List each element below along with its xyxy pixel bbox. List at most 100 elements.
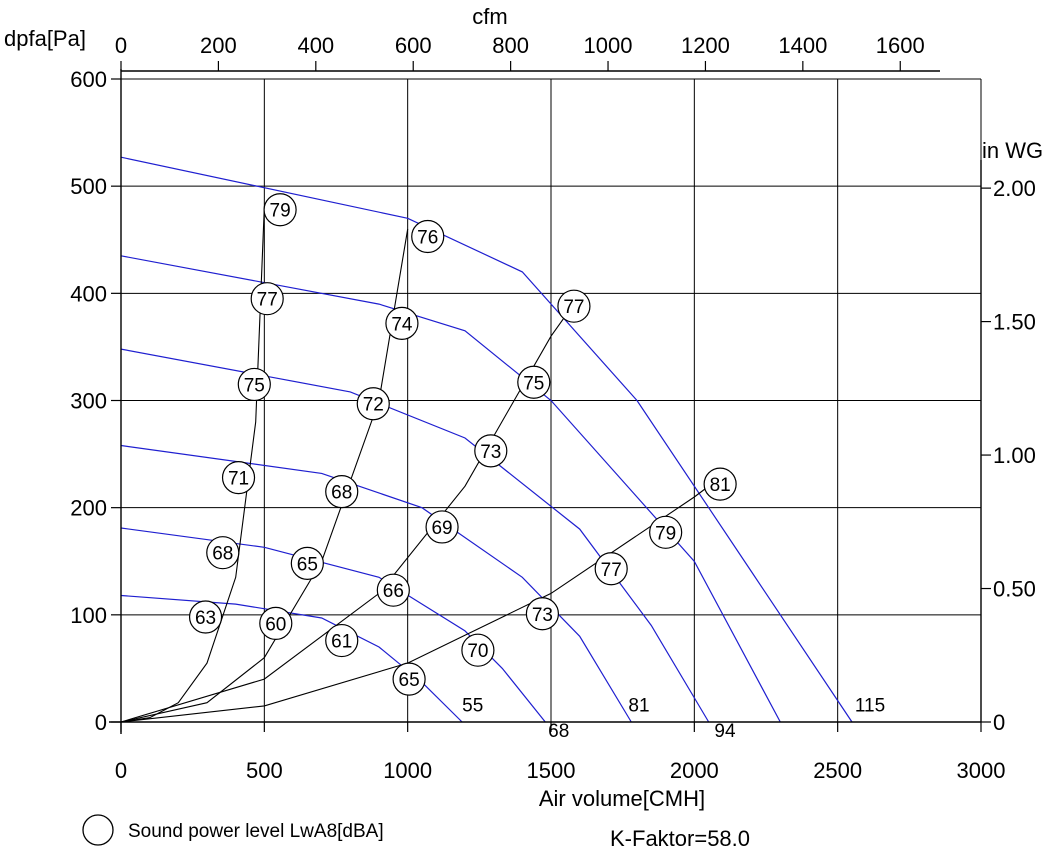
top-tick-label: 800 bbox=[492, 33, 529, 58]
sound-level-label: 79 bbox=[655, 523, 676, 544]
sound-level-label: 65 bbox=[399, 670, 420, 691]
fan-curve bbox=[120, 348, 710, 723]
sound-level-label: 77 bbox=[601, 560, 622, 581]
k-factor-label: K-Faktor=58.0 bbox=[610, 826, 750, 851]
top-tick-label: 1600 bbox=[876, 33, 925, 58]
sound-level-label: 81 bbox=[710, 475, 731, 496]
right-tick-label: 0 bbox=[993, 710, 1005, 735]
sound-level-label: 76 bbox=[417, 228, 438, 249]
sound-level-label: 75 bbox=[523, 373, 544, 394]
sound-level-label: 60 bbox=[265, 614, 286, 635]
x-tick-label: 2500 bbox=[813, 758, 862, 783]
sound-level-circle bbox=[517, 365, 551, 399]
fan-curve bbox=[120, 444, 632, 723]
sound-level-circle bbox=[411, 219, 445, 254]
legend-circle-icon bbox=[82, 814, 114, 846]
y-tick-label: 600 bbox=[70, 67, 107, 92]
y-tick-label: 200 bbox=[70, 496, 107, 521]
top-tick-label: 0 bbox=[115, 33, 127, 58]
top-axis-title: cfm bbox=[472, 4, 507, 29]
x-tick-label: 0 bbox=[115, 758, 127, 783]
sound-level-circle bbox=[425, 510, 459, 544]
top-tick-label: 1000 bbox=[584, 33, 633, 58]
x-tick-label: 1000 bbox=[383, 758, 432, 783]
sound-level-circle bbox=[385, 306, 419, 340]
fan-curve bbox=[120, 527, 546, 723]
curve-labels: 55 68 81 94 115 bbox=[462, 695, 885, 742]
top-tick-label: 400 bbox=[297, 33, 334, 58]
sound-level-circle bbox=[237, 367, 271, 402]
top-tick-label: 200 bbox=[200, 33, 237, 58]
system-curve bbox=[120, 475, 724, 723]
curve-label: 94 bbox=[714, 721, 736, 742]
sound-level-circle bbox=[188, 600, 223, 634]
sound-level-label: 65 bbox=[297, 554, 318, 575]
sound-level-circle bbox=[263, 193, 297, 227]
top-tick-label: 600 bbox=[395, 33, 432, 58]
sound-level-circle bbox=[356, 387, 390, 421]
axes: 0 500 1000 1500 2000 2500 30000100200300400500… bbox=[70, 33, 1036, 783]
sound-level-circle bbox=[290, 546, 324, 580]
x-tick-label: 500 bbox=[246, 758, 283, 783]
sound-level-circle bbox=[250, 282, 284, 316]
x-tick-label: 3000 bbox=[957, 758, 1006, 783]
system-curve bbox=[120, 228, 409, 723]
sound-level-label: 73 bbox=[532, 605, 553, 626]
sound-level-circle bbox=[325, 474, 359, 509]
sound-level-circle bbox=[649, 515, 683, 549]
right-axis-title: in WG bbox=[982, 138, 1043, 163]
sound-level-label: 70 bbox=[467, 641, 488, 662]
sound-level-label: 73 bbox=[480, 442, 501, 463]
sound-level-label: 66 bbox=[383, 581, 404, 602]
sound-level-label: 68 bbox=[331, 483, 352, 504]
x-tick-label: 2000 bbox=[670, 758, 719, 783]
sound-level-label: 68 bbox=[212, 544, 233, 565]
right-tick-label: 1.50 bbox=[993, 310, 1036, 335]
x-tick-label: 1500 bbox=[527, 758, 576, 783]
y-axis-title: dpfa[Pa] bbox=[4, 26, 86, 51]
y-tick-label: 500 bbox=[70, 174, 107, 199]
y-tick-label: 100 bbox=[70, 603, 107, 628]
curve-label: 68 bbox=[548, 721, 569, 742]
curve-label: 55 bbox=[462, 695, 483, 716]
sound-level-label: 69 bbox=[431, 518, 452, 539]
sound-level-circle bbox=[376, 573, 410, 607]
fan-curve bbox=[120, 156, 853, 723]
y-tick-label: 0 bbox=[95, 710, 107, 735]
sound-level-circle bbox=[557, 289, 591, 323]
legend-label: Sound power level LwA8[dBA] bbox=[128, 821, 384, 842]
system-curves bbox=[120, 207, 724, 723]
sound-level-label: 77 bbox=[257, 290, 278, 311]
sound-level-label: 77 bbox=[563, 297, 584, 318]
system-curve bbox=[120, 207, 265, 723]
right-tick-label: 2.00 bbox=[993, 176, 1036, 201]
sound-level-label: 63 bbox=[195, 608, 216, 629]
sound-level-label: 72 bbox=[363, 395, 384, 416]
top-tick-label: 1400 bbox=[778, 33, 827, 58]
curve-label: 115 bbox=[855, 695, 885, 716]
sound-level-label: 75 bbox=[244, 375, 265, 396]
sound-level-circle bbox=[461, 633, 495, 667]
curve-label: 81 bbox=[628, 695, 649, 716]
top-tick-label: 1200 bbox=[681, 33, 730, 58]
sound-level-circle bbox=[474, 434, 508, 468]
sound-level-circle bbox=[594, 552, 628, 586]
fan-curve bbox=[120, 255, 781, 723]
y-tick-label: 300 bbox=[70, 389, 107, 414]
system-curve bbox=[120, 303, 575, 723]
sound-level-label: 71 bbox=[228, 469, 249, 490]
sound-level-circle bbox=[525, 597, 560, 631]
y-tick-label: 400 bbox=[70, 281, 107, 306]
sound-level-label: 74 bbox=[391, 314, 413, 335]
sound-level-circle bbox=[325, 623, 359, 658]
sound-level-circle bbox=[221, 461, 256, 495]
sound-level-markers: 79 76 77 77 74 75 75 72 73 81 71 68 69 79 68 65 66 77 63 60… bbox=[188, 193, 737, 696]
x-axis-title: Air volume[CMH] bbox=[539, 786, 705, 811]
sound-level-label: 79 bbox=[270, 201, 291, 222]
sound-level-circle bbox=[703, 467, 737, 501]
right-tick-label: 1.00 bbox=[993, 443, 1036, 468]
sound-level-circle bbox=[259, 606, 293, 641]
right-tick-label: 0.50 bbox=[993, 577, 1036, 602]
sound-level-label: 61 bbox=[331, 632, 352, 653]
